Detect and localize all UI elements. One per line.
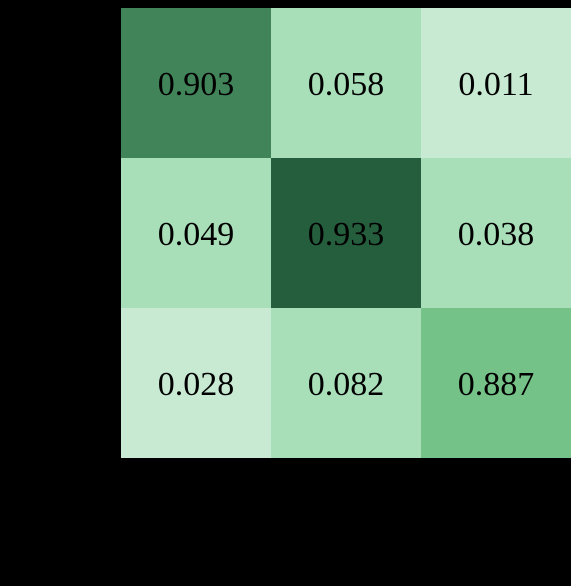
heatmap-cell-r1-c1 [271, 158, 421, 308]
heatmap-cell-r2-c0 [121, 308, 271, 458]
cell-value-label-r1-c1: 0.933 [308, 216, 385, 253]
cell-value-label-r0-c2: 0.011 [458, 66, 533, 103]
cell-value-label-r2-c2: 0.887 [458, 366, 535, 403]
cell-value-label-r2-c1: 0.082 [308, 366, 385, 403]
heatmap-cell-r1-c2 [421, 158, 571, 308]
heatmap-cell-r1-c0 [121, 158, 271, 308]
heatmap-cells [121, 8, 571, 458]
cell-value-label-r1-c2: 0.038 [458, 216, 535, 253]
cell-value-label-r2-c0: 0.028 [158, 366, 235, 403]
heatmap-cell-r2-c1 [271, 308, 421, 458]
heatmap-cell-r2-c2 [421, 308, 571, 458]
heatmap-cell-r0-c0 [121, 8, 271, 158]
cell-value-label-r0-c1: 0.058 [308, 66, 385, 103]
heatmap-cell-r0-c2 [421, 8, 571, 158]
cell-value-label-r1-c0: 0.049 [158, 216, 235, 253]
cell-value-label-r0-c0: 0.903 [158, 66, 235, 103]
heatmap-cell-r0-c1 [271, 8, 421, 158]
heatmap-labels: 0.903 0.058 0.011 0.049 0.933 0.038 0.028 0.082… [158, 66, 535, 403]
